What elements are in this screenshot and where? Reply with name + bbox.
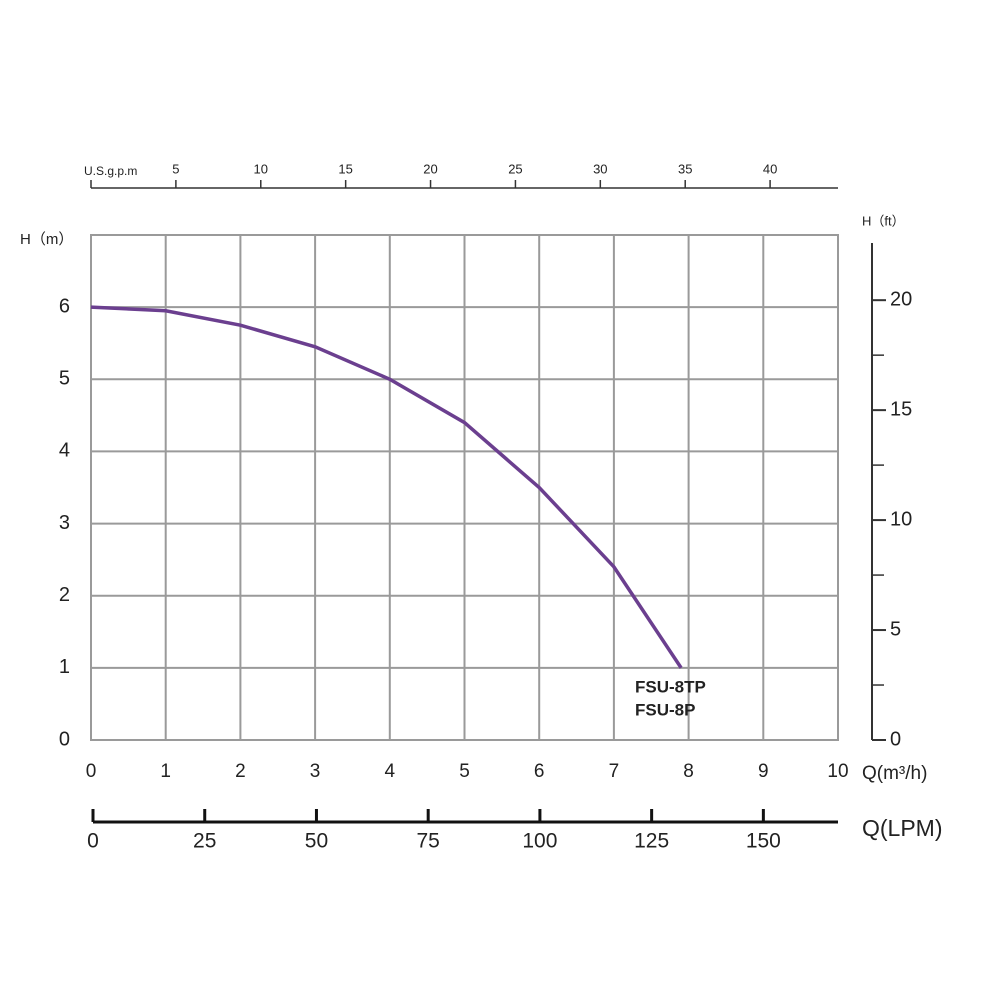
top-axis-label: U.S.g.p.m: [84, 164, 137, 178]
y-tick-label: 1: [59, 656, 70, 678]
top-tick-label: 20: [423, 161, 437, 176]
x-tick-label: 0: [86, 761, 97, 782]
x-tick-label: 4: [385, 761, 396, 782]
right-tick-label: 10: [890, 508, 912, 530]
bottom-tick-label: 100: [522, 830, 557, 853]
bottom-axis-label: Q(LPM): [862, 815, 943, 841]
right-axis-label: H（ft）: [862, 213, 905, 228]
y-tick-label: 0: [59, 728, 70, 750]
bottom-tick-label: 125: [634, 830, 669, 853]
y-tick-label: 5: [59, 368, 70, 390]
bottom-tick-label: 25: [193, 830, 216, 853]
y-tick-label: 2: [59, 584, 70, 606]
top-tick-label: 25: [508, 161, 522, 176]
bottom-tick-label: 150: [746, 830, 781, 853]
top-tick-label: 15: [338, 161, 352, 176]
right-tick-label: 15: [890, 398, 912, 420]
x-axis-label: Q(m³/h): [862, 763, 927, 784]
curve-label: FSU-8TP: [635, 677, 706, 696]
top-tick-label: 10: [254, 161, 268, 176]
right-tick-label: 5: [890, 618, 901, 640]
bottom-tick-label: 75: [417, 830, 440, 853]
x-tick-label: 3: [310, 761, 321, 782]
top-tick-label: 5: [172, 161, 179, 176]
top-tick-label: 30: [593, 161, 607, 176]
curve-label: FSU-8P: [635, 700, 695, 719]
right-tick-label: 20: [890, 288, 912, 310]
right-tick-label: 0: [890, 728, 901, 750]
x-tick-label: 5: [459, 761, 470, 782]
x-tick-label: 7: [609, 761, 620, 782]
top-tick-label: 35: [678, 161, 692, 176]
x-tick-label: 1: [160, 761, 171, 782]
top-tick-label: 40: [763, 161, 777, 176]
x-tick-label: 10: [827, 761, 848, 782]
curve: [90, 305, 683, 669]
y-axis-label: H（m）: [20, 231, 73, 248]
bottom-tick-label: 50: [305, 830, 328, 853]
x-tick-label: 6: [534, 761, 545, 782]
bottom-tick-label: 0: [87, 830, 99, 853]
x-tick-label: 8: [683, 761, 694, 782]
y-tick-label: 3: [59, 512, 70, 534]
x-tick-label: 9: [758, 761, 769, 782]
y-tick-label: 4: [59, 440, 70, 462]
x-tick-label: 2: [235, 761, 246, 782]
y-tick-label: 6: [59, 295, 70, 317]
